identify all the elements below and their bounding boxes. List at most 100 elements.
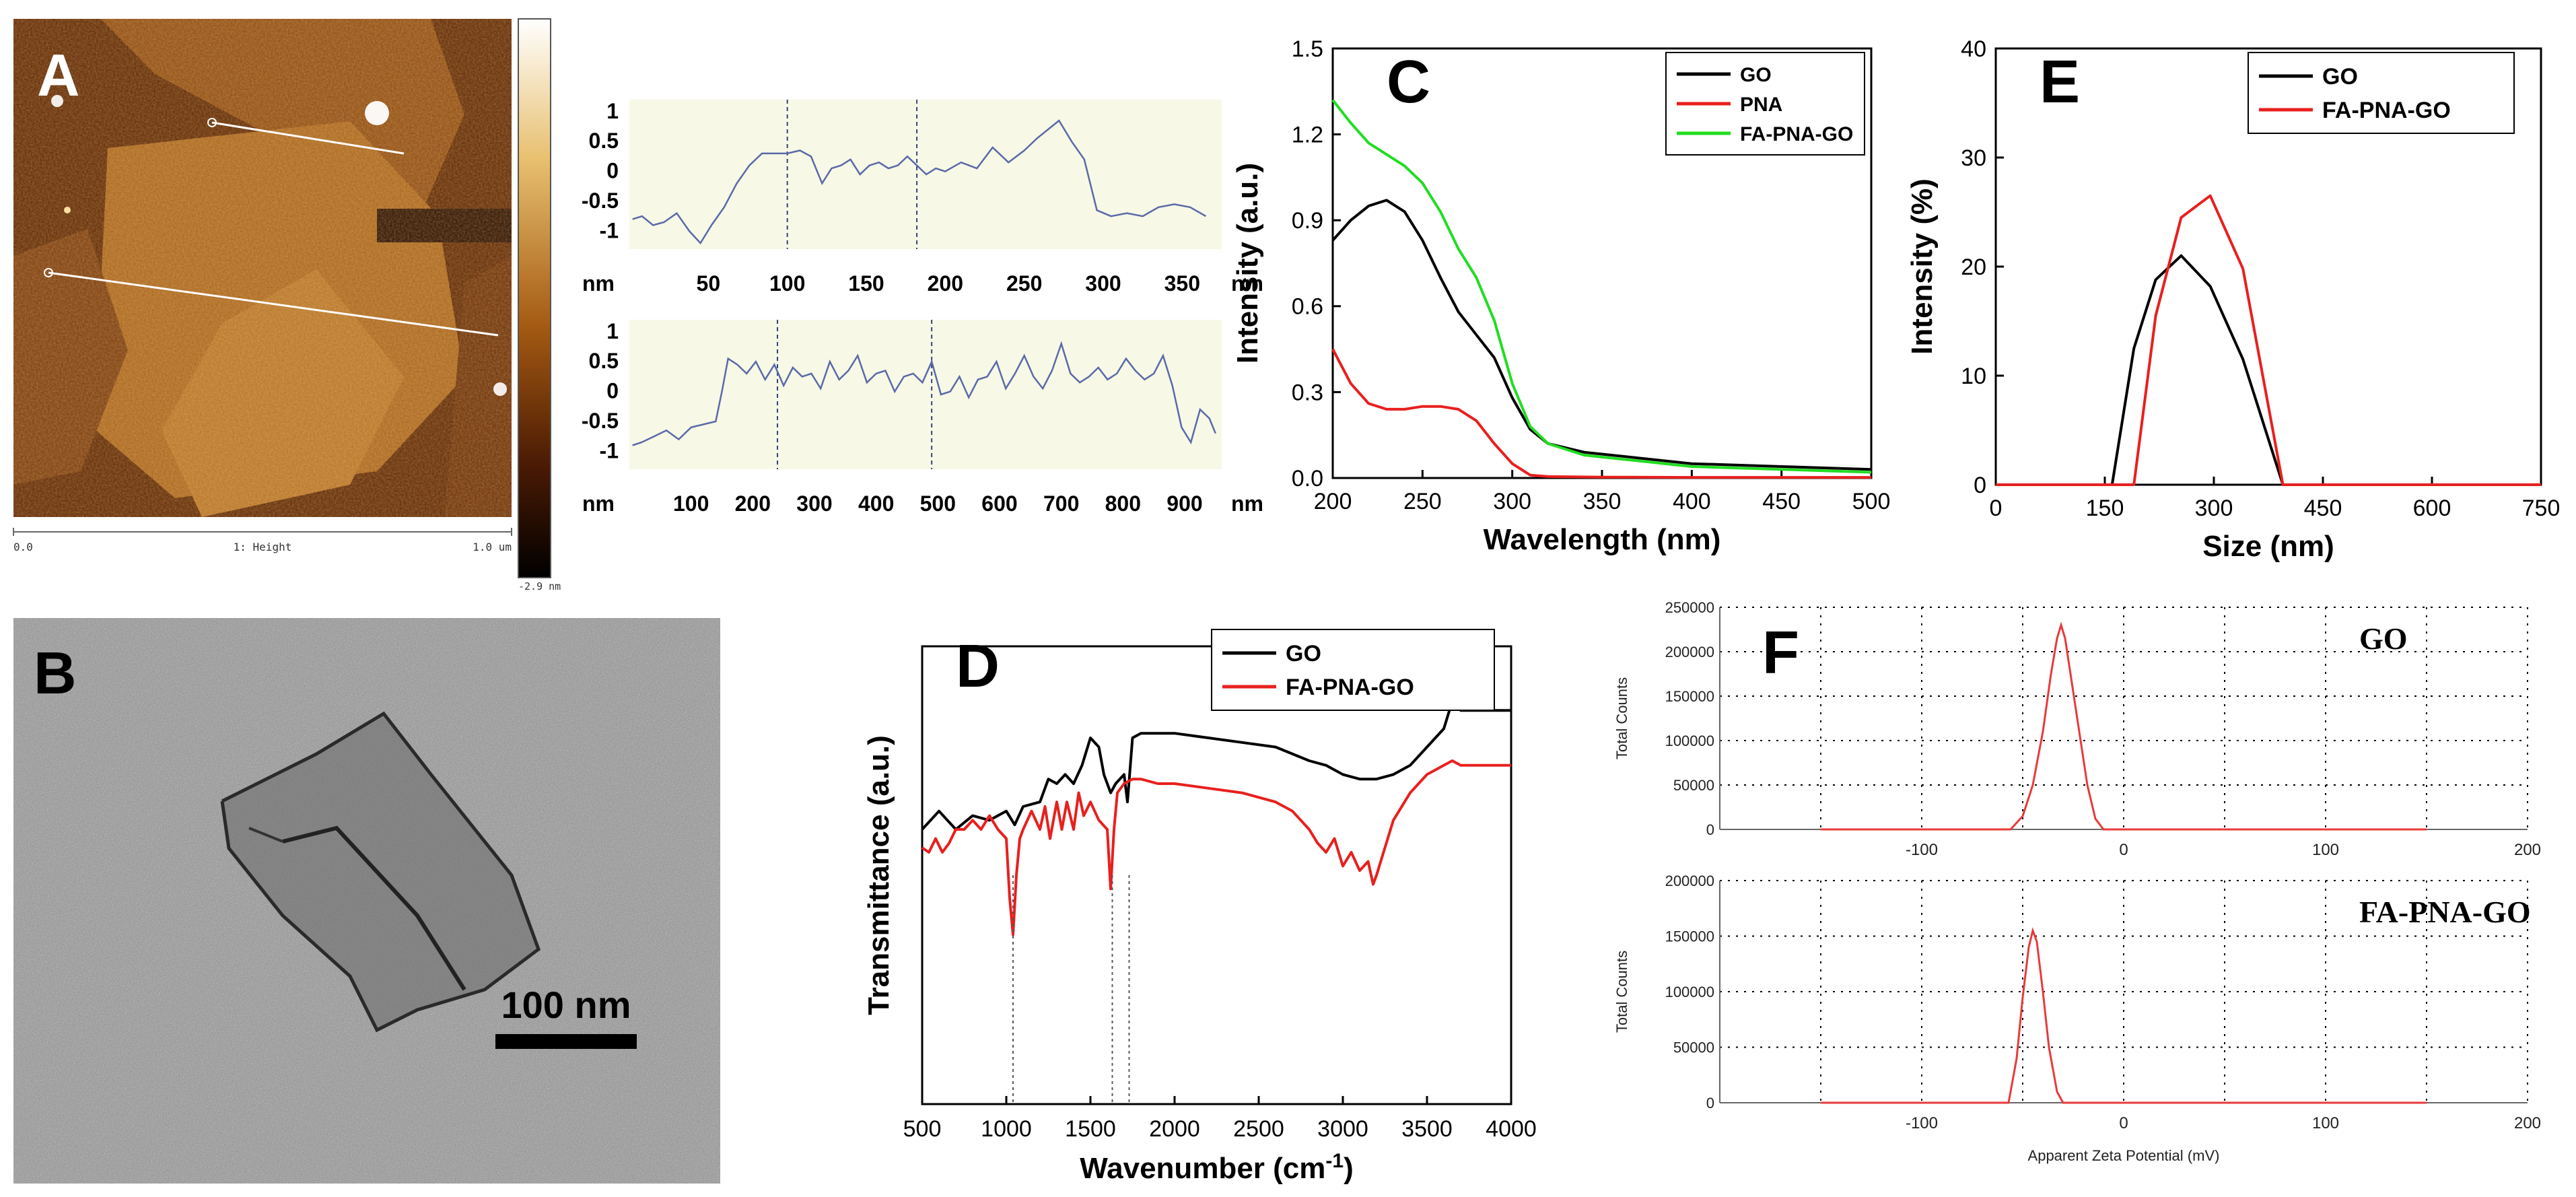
legend-box	[1211, 629, 1495, 711]
legend-label-GO: GO	[2322, 64, 2358, 90]
profile-xtick-label: 900	[1167, 491, 1202, 516]
panel-a-profile-2: 1 0.5 0 -0.5 -1 nm 100 200 300 400 500 600 700 800 900…	[582, 319, 1263, 516]
scale-right-label: 1.0 um	[473, 541, 512, 553]
zeta-sample-label: GO	[2359, 621, 2408, 656]
profile-ytick-label: 0.5	[589, 349, 619, 373]
series-line-GO	[1331, 199, 1872, 471]
legend-label-GO: GO	[1740, 64, 1772, 86]
profile-x-unit-label: nm	[1231, 271, 1263, 296]
afm-profile-line-2	[48, 271, 499, 337]
x-axis-label: Wavenumber (cm-1)	[1080, 1150, 1353, 1186]
profile-ytick-label: -1	[600, 218, 619, 242]
profile-ytick-label: 1	[606, 99, 619, 123]
x-tick-label: 750	[2522, 495, 2561, 521]
profile-ytick-label: -0.5	[582, 189, 619, 213]
scale-bar-label: 100 nm	[501, 984, 631, 1026]
profile-xtick-label: 150	[848, 271, 884, 296]
profile-xtick-label: 200	[735, 491, 771, 516]
x-tick-label: 3500	[1401, 1116, 1453, 1142]
x-tick-label: 350	[1583, 489, 1622, 514]
y-tick-label: 1.5	[1292, 36, 1323, 62]
scale-bar	[495, 1034, 637, 1049]
legend-label-GO: GO	[1286, 641, 1321, 666]
y-tick-label: 20	[1961, 254, 1986, 280]
profile-plot-area	[629, 320, 1222, 469]
afm-profile-line-1	[211, 121, 405, 155]
profile-xtick-label: 700	[1043, 491, 1079, 516]
zeta-ytick-label: 150000	[1665, 928, 1714, 945]
profile-y-unit-label: nm	[582, 491, 615, 516]
x-tick-label: 150	[2086, 495, 2124, 521]
x-tick-label: 2500	[1233, 1116, 1284, 1142]
y-axis-label: Intensity (a.u.)	[1231, 163, 1264, 364]
legend-label-FA-PNA-GO: FA-PNA-GO	[1286, 675, 1414, 700]
zeta-xtick-label: 0	[2119, 841, 2128, 859]
colorbar-min-label: -2.9 nm	[518, 580, 561, 592]
profile-xtick-label: 250	[1006, 271, 1042, 296]
zeta-ytick-label: 50000	[1673, 777, 1714, 794]
graphene-sheet	[222, 714, 538, 1030]
panel-a-scale-ruler: 0.0 1: Height 1.0 um	[13, 528, 512, 553]
panel-a-colorbar: -2.9 nm	[518, 18, 561, 592]
panel-e-letter: E	[2040, 48, 2080, 116]
zeta-xtick-label: 100	[2312, 841, 2339, 859]
panel-f-zeta-fapnago-chart: 0 50000 100000 150000 200000 -100 0 100 200 Total…	[1613, 873, 2541, 1164]
x-tick-label: 1500	[1065, 1116, 1116, 1142]
legend-label-FA-PNA-GO: FA-PNA-GO	[2322, 98, 2451, 123]
profile-xtick-label: 300	[796, 491, 832, 516]
zeta-xtick-label: -100	[1906, 841, 1938, 859]
panel-b-letter: B	[34, 640, 77, 706]
profile-xtick-label: 800	[1105, 491, 1141, 516]
x-tick-label: 0	[1990, 495, 2003, 521]
x-tick-label: 4000	[1486, 1116, 1537, 1142]
panel-c-letter: C	[1387, 48, 1430, 116]
zeta-ytick-label: 0	[1706, 821, 1714, 838]
profile-x-unit-label: nm	[1231, 491, 1263, 516]
x-axis-label: Size (nm)	[2202, 530, 2334, 563]
zeta-xtick-label: 200	[2514, 1114, 2541, 1132]
y-tick-label: 0.6	[1292, 294, 1323, 320]
panel-a-afm-image: A	[13, 19, 512, 517]
zeta-series-line-FA-PNA-GO	[1821, 927, 2427, 1104]
x-tick-label: 300	[1493, 489, 1531, 514]
y-tick-label: 0	[1974, 473, 1986, 498]
zeta-sample-label: FA-PNA-GO	[2359, 895, 2531, 929]
legend-label-PNA: PNA	[1740, 94, 1782, 116]
panel-a-letter: A	[37, 42, 80, 108]
profile-y-unit-label: nm	[582, 271, 615, 296]
x-tick-label: 200	[1314, 489, 1352, 514]
scale-left-label: 0.0	[13, 541, 33, 553]
panel-a-profile-1: 1 0.5 0 -0.5 -1 nm 50 100 150 200 250 300 350 nm	[582, 99, 1263, 296]
zeta-xtick-label: -100	[1906, 1114, 1938, 1132]
y-tick-label: 0.3	[1292, 380, 1323, 405]
profile-xtick-label: 100	[673, 491, 709, 516]
series-line-GO	[1996, 254, 2541, 486]
zeta-y-axis-label: Total Counts	[1613, 677, 1630, 759]
x-tick-label: 2000	[1149, 1116, 1200, 1142]
x-tick-label: 500	[903, 1116, 942, 1142]
scale-mid-label: 1: Height	[234, 541, 292, 553]
x-tick-label: 600	[2413, 495, 2451, 521]
series-line-FA-PNA-GO	[1996, 194, 2541, 486]
profile-xtick-label: 400	[858, 491, 894, 516]
panel-f-zeta-go-chart: 0 50000 100000 150000 200000 250000 -100 0 100 20…	[1613, 599, 2541, 859]
profile-xtick-label: 100	[769, 271, 805, 296]
zeta-ytick-label: 0	[1706, 1095, 1714, 1112]
series-line-PNA	[1331, 348, 1871, 479]
profile-series-line	[632, 119, 1207, 245]
profile-ytick-label: -1	[600, 438, 619, 463]
profile-xtick-label: 600	[981, 491, 1017, 516]
zeta-ytick-label: 50000	[1673, 1039, 1714, 1056]
panel-e-dls-chart: 0 150 300 450 600 750 0 10 20 30 40 Size (nm) Intens…	[1906, 36, 2560, 563]
zeta-ytick-label: 250000	[1665, 599, 1714, 616]
legend-label-FA-PNA-GO: FA-PNA-GO	[1740, 123, 1853, 145]
x-tick-label: 1000	[981, 1116, 1032, 1142]
panel-d-letter: D	[956, 633, 1000, 700]
series-line-FA-PNA-GO	[1331, 99, 1872, 474]
profile-ytick-label: 0.5	[589, 129, 619, 153]
zeta-xtick-label: 200	[2514, 841, 2541, 859]
zeta-x-axis-label: Apparent Zeta Potential (mV)	[2028, 1147, 2220, 1164]
y-tick-label: 40	[1961, 36, 1986, 62]
y-tick-label: 0.0	[1292, 466, 1323, 491]
